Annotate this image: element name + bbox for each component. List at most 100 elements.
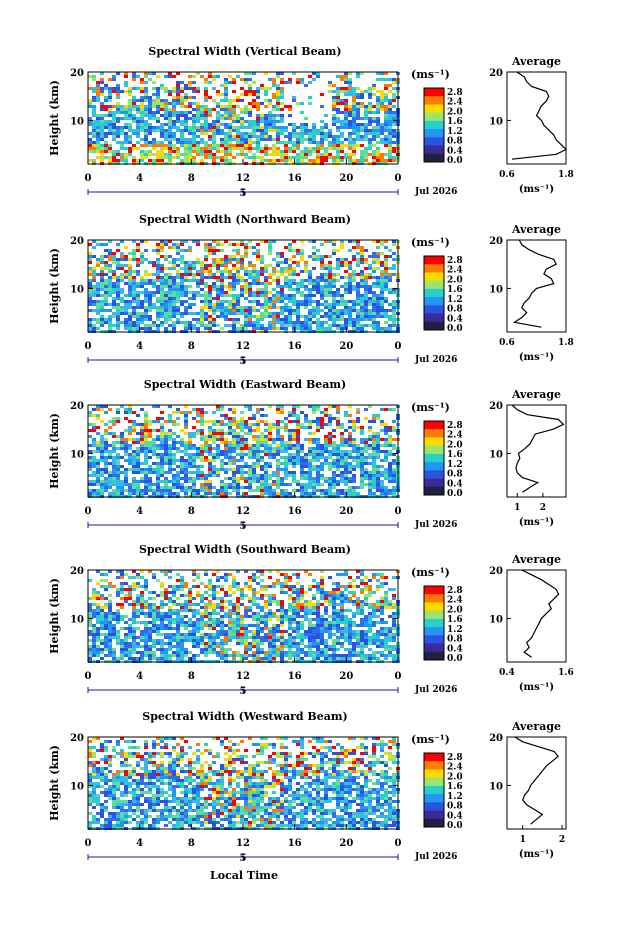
heatmap-cell — [308, 462, 312, 465]
heatmap-cell — [220, 261, 224, 264]
heatmap-cell — [292, 99, 296, 102]
heatmap-cell — [372, 324, 376, 327]
heatmap-cell — [224, 117, 228, 120]
heatmap-cell — [212, 468, 216, 471]
heatmap-cell — [352, 132, 356, 135]
heatmap-cell — [332, 309, 336, 312]
heatmap-cell — [292, 135, 296, 138]
heatmap-cell — [144, 468, 148, 471]
heatmap-cell — [336, 483, 340, 486]
heatmap-cell — [108, 108, 112, 111]
heatmap-cell — [172, 309, 176, 312]
heatmap-cell — [112, 624, 116, 627]
heatmap-cell — [368, 477, 372, 480]
heatmap-cell — [184, 327, 188, 330]
heatmap-cell — [316, 417, 320, 420]
heatmap-cell — [256, 489, 260, 492]
heatmap-cell — [276, 447, 280, 450]
heatmap-cell — [372, 150, 376, 153]
heatmap-cell — [364, 105, 368, 108]
heatmap-cell — [100, 594, 104, 597]
heatmap-cell — [340, 471, 344, 474]
heatmap-cell — [356, 93, 360, 96]
heatmap-cell — [88, 267, 92, 270]
heatmap-cell — [196, 153, 200, 156]
heatmap-cell — [144, 135, 148, 138]
heatmap-cell — [108, 93, 112, 96]
heatmap-cell — [324, 138, 328, 141]
heatmap-cell — [132, 144, 136, 147]
heatmap-cell — [152, 420, 156, 423]
heatmap-cell — [336, 324, 340, 327]
heatmap-cell — [288, 492, 292, 495]
heatmap-cell — [364, 297, 368, 300]
heatmap-cell — [176, 483, 180, 486]
heatmap-cell — [188, 111, 192, 114]
heatmap-cell — [276, 75, 280, 78]
heatmap-cell — [128, 327, 132, 330]
heatmap-cell — [288, 78, 292, 81]
heatmap-cell — [160, 267, 164, 270]
heatmap-cell — [96, 426, 100, 429]
heatmap-cell — [160, 249, 164, 252]
heatmap-cell — [384, 477, 388, 480]
heatmap-cell — [224, 417, 228, 420]
heatmap-cell — [184, 474, 188, 477]
heatmap-cell — [136, 483, 140, 486]
heatmap-cell — [176, 285, 180, 288]
heatmap-cell — [136, 315, 140, 318]
heatmap-cell — [328, 90, 332, 93]
heatmap-cell — [132, 477, 136, 480]
heatmap-cell — [172, 327, 176, 330]
heatmap-cell — [260, 327, 264, 330]
heatmap-cell — [196, 327, 200, 330]
heatmap-cell — [344, 102, 348, 105]
heatmap-cell — [204, 87, 208, 90]
heatmap-cell — [168, 435, 172, 438]
heatmap-cell — [112, 435, 116, 438]
heatmap-cell — [132, 117, 136, 120]
heatmap-cell — [208, 462, 212, 465]
heatmap-cell — [196, 150, 200, 153]
heatmap-cell — [204, 147, 208, 150]
heatmap-cell — [144, 144, 148, 147]
heatmap-cell — [364, 138, 368, 141]
heatmap-cell — [380, 78, 384, 81]
heatmap-cell — [180, 444, 184, 447]
heatmap-cell — [240, 288, 244, 291]
heatmap-cell — [236, 459, 240, 462]
heatmap-cell — [192, 123, 196, 126]
heatmap-cell — [240, 426, 244, 429]
heatmap-cell — [376, 483, 380, 486]
heatmap-cell — [232, 144, 236, 147]
heatmap-cell — [140, 318, 144, 321]
heatmap-cell — [320, 297, 324, 300]
heatmap-cell — [312, 132, 316, 135]
heatmap-cell — [256, 408, 260, 411]
heatmap-cell — [112, 615, 116, 618]
heatmap-cell — [164, 258, 168, 261]
heatmap-cell — [328, 438, 332, 441]
heatmap-cell — [392, 459, 396, 462]
heatmap-cell — [316, 468, 320, 471]
heatmap-cell — [256, 243, 260, 246]
heatmap-cell — [220, 138, 224, 141]
heatmap-cell — [100, 459, 104, 462]
heatmap-cell — [356, 417, 360, 420]
heatmap-cell — [104, 114, 108, 117]
heatmap-cell — [312, 147, 316, 150]
heatmap-cell — [368, 90, 372, 93]
heatmap-cell — [356, 444, 360, 447]
heatmap-cell — [332, 474, 336, 477]
heatmap-cell — [140, 441, 144, 444]
heatmap-cell — [108, 240, 112, 243]
heatmap-cell — [176, 102, 180, 105]
heatmap-cell — [248, 405, 252, 408]
heatmap-cell — [240, 309, 244, 312]
heatmap-cell — [116, 150, 120, 153]
heatmap-cell — [120, 126, 124, 129]
heatmap-cell — [296, 426, 300, 429]
heatmap-cell — [212, 108, 216, 111]
heatmap-cell — [96, 303, 100, 306]
heatmap-cell — [328, 327, 332, 330]
